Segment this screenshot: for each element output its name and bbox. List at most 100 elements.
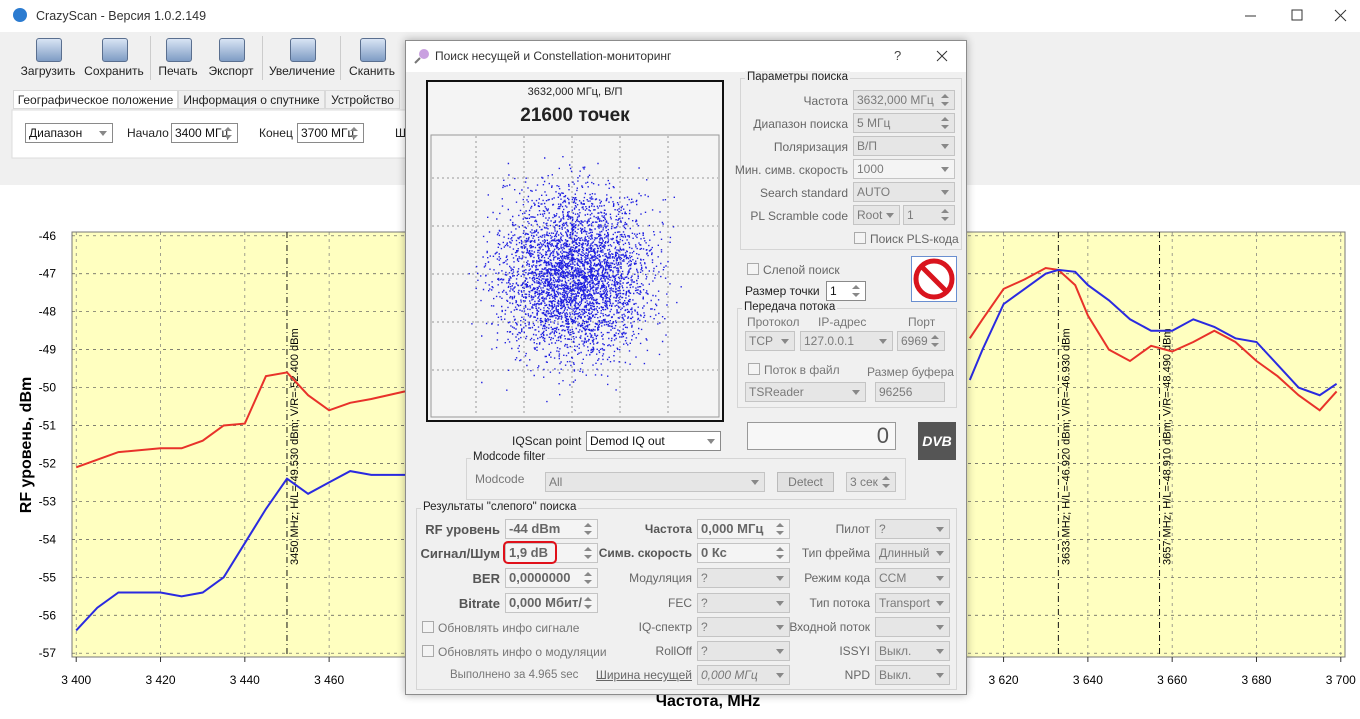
result-field: ? <box>697 641 790 661</box>
y-tick-label: -51 <box>39 419 57 433</box>
point-size-field[interactable]: 1 <box>826 281 866 301</box>
y-tick-label: -50 <box>39 381 57 395</box>
end-input[interactable]: 3700 МГц <box>297 123 364 143</box>
tab[interactable]: Географическое положение <box>13 90 178 109</box>
result-field: Transport <box>875 593 950 613</box>
frequency-field[interactable]: 3632,000 МГц <box>853 90 955 110</box>
timeout-field[interactable]: 3 сек <box>846 472 896 492</box>
separator <box>150 36 151 80</box>
x-tick-label: 3 660 <box>1157 673 1187 687</box>
elapsed: Выполнено за 4.965 sec <box>450 669 579 681</box>
protocol-label: Протокол <box>747 315 800 329</box>
frequency-label: Частота <box>803 94 848 108</box>
result-field: Длинный <box>875 543 950 563</box>
iq-point-cloud <box>468 156 682 403</box>
display: 0 <box>747 422 896 450</box>
toolbar-icon[interactable] <box>36 38 62 62</box>
blind-checkbox[interactable] <box>747 263 759 275</box>
toolbar-icon[interactable] <box>360 38 386 62</box>
start-input[interactable]: 3400 МГц <box>171 123 238 143</box>
points-count: 21600 точек <box>520 105 630 126</box>
result-field: Выкл. <box>875 665 950 685</box>
chart: -46 -47 -48 -49 -50 -51 -52 -53 -54 -55 -56 -57 3 40… <box>18 229 1356 710</box>
window-title: CrazyScan - Версия 1.0.2.149 <box>36 9 206 23</box>
result-field <box>875 617 950 637</box>
y-tick-label: -55 <box>39 570 57 584</box>
result-field: -44 dBm <box>505 519 598 539</box>
result-field: ? <box>697 568 790 588</box>
pls-checkbox[interactable] <box>854 232 866 244</box>
start-label: Начало <box>127 126 169 140</box>
ip-field[interactable]: 127.0.0.1 <box>800 331 893 351</box>
stop-button[interactable] <box>911 256 957 302</box>
toolbar-icon[interactable] <box>290 38 316 62</box>
update-mod-label: Обновлять инфо о модуляции <box>438 645 607 659</box>
port-label: Порт <box>908 315 936 329</box>
marker-label: 3657 MHz; H/L=-48.910 dBm; V/R=-48.490 d… <box>1162 328 1174 565</box>
toolbar-label: Печать <box>158 64 198 78</box>
help-button[interactable]: ? <box>894 48 902 63</box>
result-label: NPD <box>844 668 870 682</box>
result-label: Пилот <box>835 522 870 536</box>
separator <box>262 36 263 80</box>
dialog-title: Поиск несущей и Constellation-мониторинг <box>435 49 672 63</box>
dialog-title-bar <box>406 41 966 72</box>
result-field: 0,000 МГц <box>697 519 790 539</box>
x-tick-label: 3 460 <box>314 673 344 687</box>
result-label: IQ-спектр <box>638 620 692 634</box>
standard-label: Search standard <box>759 186 848 200</box>
file-checkbox[interactable] <box>748 363 760 375</box>
series-line <box>75 268 1338 632</box>
result-label: Ширина несущей <box>595 668 692 682</box>
result-field: Выкл. <box>875 641 950 661</box>
series-line <box>75 266 1338 469</box>
y-tick-label: -46 <box>39 229 57 243</box>
protocol-field[interactable]: TCP <box>745 331 795 351</box>
tab[interactable]: Информация о спутнике <box>178 90 325 109</box>
result-label: FEC <box>668 596 692 610</box>
x-tick-label: 3 420 <box>146 673 176 687</box>
toolbar-icon[interactable] <box>102 38 128 62</box>
polarization-field[interactable]: В/П <box>853 136 955 156</box>
maximize-button[interactable] <box>1291 9 1303 21</box>
close-button[interactable] <box>1334 9 1347 22</box>
iqscan-label: IQScan point <box>512 434 582 448</box>
modcode-group <box>466 458 906 500</box>
span-field[interactable]: 5 МГц <box>853 113 955 133</box>
buffer-label: Размер буфера <box>867 365 954 379</box>
constellation-plot <box>430 134 720 418</box>
search-group-title: Параметры поиска <box>745 71 850 83</box>
result-label: Тип фрейма <box>801 546 870 560</box>
tab[interactable]: Устройство <box>325 90 400 109</box>
pl-label: PL Scramble code <box>750 209 848 223</box>
y-tick-label: -53 <box>39 494 57 508</box>
pl-value-field[interactable]: 1 <box>903 205 955 225</box>
file-label: Поток в файл <box>764 363 840 377</box>
modcode-combo[interactable]: All <box>545 472 765 492</box>
reader-field[interactable]: TSReader <box>745 382 866 402</box>
toolbar-icon[interactable] <box>166 38 192 62</box>
mode-combo[interactable]: Диапазон <box>25 123 113 143</box>
port-field[interactable]: 6969 <box>897 331 945 351</box>
buffer-field[interactable]: 96256 <box>875 382 945 402</box>
min-sr-field[interactable]: 1000 <box>853 159 955 179</box>
result-label: BER <box>472 571 500 586</box>
toolbar-label: Увеличение <box>268 64 336 78</box>
iqscan-combo[interactable]: Demod IQ out <box>586 431 721 451</box>
update-mod-checkbox[interactable] <box>422 645 434 657</box>
app-icon <box>13 8 27 22</box>
result-label: Тип потока <box>809 596 870 610</box>
standard-field[interactable]: AUTO <box>853 182 955 202</box>
detect-button[interactable]: Detect <box>777 472 834 492</box>
result-field: 0 Кс <box>697 543 790 563</box>
pl-mode-field[interactable]: Root <box>853 205 900 225</box>
marker-label: 3633 MHz; H/L=-46.920 dBm; V/R=-46.930 d… <box>1060 328 1072 565</box>
result-field: CCM <box>875 568 950 588</box>
x-axis-label: Частота, MHz <box>656 693 761 710</box>
results-group-title: Результаты "слепого" поиска <box>421 501 579 513</box>
toolbar-icon[interactable] <box>219 38 245 62</box>
update-signal-checkbox[interactable] <box>422 621 434 633</box>
polarization-label: Поляризация <box>773 140 848 154</box>
cut-label: Ш <box>395 126 406 140</box>
